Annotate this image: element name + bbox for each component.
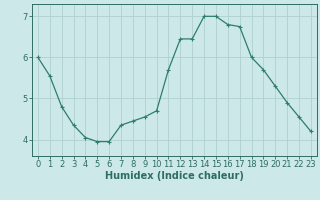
X-axis label: Humidex (Indice chaleur): Humidex (Indice chaleur) — [105, 171, 244, 181]
